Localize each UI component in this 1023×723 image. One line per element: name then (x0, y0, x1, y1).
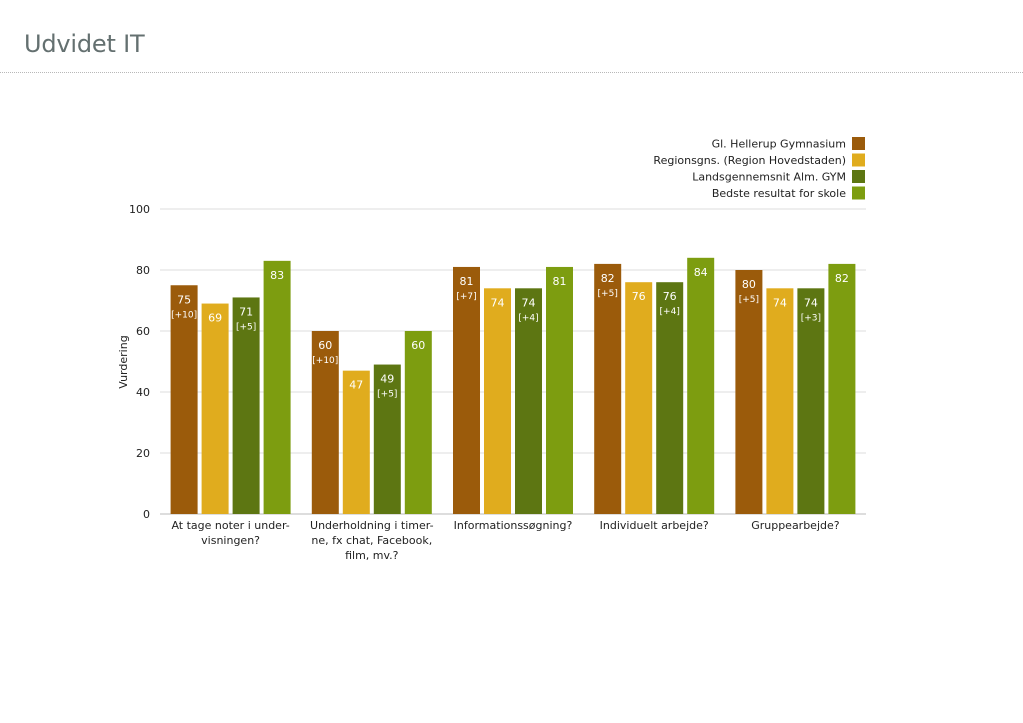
bar (797, 288, 825, 514)
bar (311, 331, 339, 514)
bar-value-label: 81 (553, 275, 567, 288)
bar-value-label: 60 (411, 339, 425, 352)
bar (766, 288, 794, 514)
bar (342, 370, 370, 514)
x-category-label-line: Gruppearbejde? (751, 519, 840, 532)
legend-label: Regionsgns. (Region Hovedstaden) (653, 154, 846, 167)
y-tick-label: 20 (136, 447, 150, 460)
bar-value-label: 82 (835, 272, 849, 285)
bar-value-label: 83 (270, 269, 284, 282)
legend-label: Bedste resultat for skole (712, 187, 846, 200)
bar (735, 270, 763, 514)
bar-value-label: 76 (632, 290, 646, 303)
bar (373, 364, 401, 514)
bar-value-label: 76 (663, 290, 677, 303)
bar (594, 263, 622, 514)
x-category-label-line: Underholdning i timer- (310, 519, 434, 532)
bar-diff-label: [+5] (739, 295, 759, 305)
bar (404, 331, 432, 514)
bar-value-label: 49 (380, 373, 394, 386)
bar-value-label: 74 (804, 296, 818, 309)
bar (201, 303, 229, 514)
bar-diff-label: [+5] (236, 322, 256, 332)
bar-diff-label: [+4] (518, 313, 538, 323)
bar-diff-label: [+4] (660, 307, 680, 317)
legend: Gl. Hellerup Gymnasium Regionsgns. (Regio… (653, 137, 865, 200)
bar-value-label: 82 (601, 272, 615, 285)
legend-label: Landsgennemsnit Alm. GYM (692, 171, 846, 184)
x-category-label-line: Informationssøgning? (454, 519, 573, 532)
bar-diff-label: [+10] (312, 356, 338, 366)
bar-diff-label: [+10] (171, 310, 197, 320)
category-labels: At tage noter i under-visningen? Underhol… (171, 519, 839, 562)
bar (828, 263, 856, 514)
y-tick-label: 40 (136, 386, 150, 399)
bar-value-label: 80 (742, 278, 756, 291)
bar-value-label: 60 (318, 339, 332, 352)
bar (656, 282, 684, 514)
bar (546, 266, 573, 514)
bar (484, 288, 511, 514)
bar (515, 288, 542, 514)
legend-swatch (852, 137, 865, 150)
x-category-label: Individuelt arbejde? (600, 519, 709, 532)
page-title: Udvidet IT (24, 30, 145, 58)
x-category-label-line: Individuelt arbejde? (600, 519, 709, 532)
y-axis-ticks: 0 20 40 60 80 100 (129, 203, 150, 521)
bar (687, 257, 715, 514)
x-category-label-line: ne, fx chat, Facebook, (311, 534, 432, 547)
bar (263, 260, 291, 514)
x-category-label: Gruppearbejde? (751, 519, 840, 532)
bar-diff-label: [+5] (377, 390, 397, 400)
bar-value-label: 75 (177, 293, 191, 306)
y-tick-label: 80 (136, 264, 150, 277)
bars: 75 [+10] 69 71 [+5] 83 60 [+10] 47 49 [+5] 60 81 [+7]… (170, 257, 856, 514)
bar (453, 266, 480, 514)
bar (232, 297, 260, 514)
legend-swatch (852, 186, 865, 200)
legend-label: Gl. Hellerup Gymnasium (712, 138, 846, 151)
bar (170, 285, 198, 514)
bar (625, 282, 653, 514)
bar-diff-label: [+7] (456, 292, 476, 302)
bar-value-label: 74 (491, 296, 505, 309)
title-divider (0, 72, 1023, 73)
bar-diff-label: [+5] (598, 289, 618, 299)
y-tick-label: 0 (143, 508, 150, 521)
bar-value-label: 74 (522, 296, 536, 309)
bar-value-label: 81 (460, 275, 474, 288)
x-category-label-line: visningen? (201, 534, 260, 547)
bar-diff-label: [+3] (801, 313, 821, 323)
y-tick-label: 100 (129, 203, 150, 216)
x-category-label: At tage noter i under-visningen? (171, 519, 289, 547)
x-category-label: Underholdning i timer-ne, fx chat, Faceb… (310, 519, 434, 562)
x-category-label-line: film, mv.? (345, 549, 399, 562)
bar-value-label: 71 (239, 305, 253, 318)
y-axis-title: Vurdering (117, 335, 130, 388)
bar-value-label: 47 (349, 379, 363, 392)
legend-swatch (852, 153, 865, 167)
bar-value-label: 74 (773, 296, 787, 309)
bar-value-label: 84 (694, 266, 708, 279)
y-tick-label: 60 (136, 325, 150, 338)
x-category-label-line: At tage noter i under- (171, 519, 289, 532)
bar-value-label: 69 (208, 312, 222, 325)
x-category-label: Informationssøgning? (454, 519, 573, 532)
legend-swatch (852, 170, 865, 183)
